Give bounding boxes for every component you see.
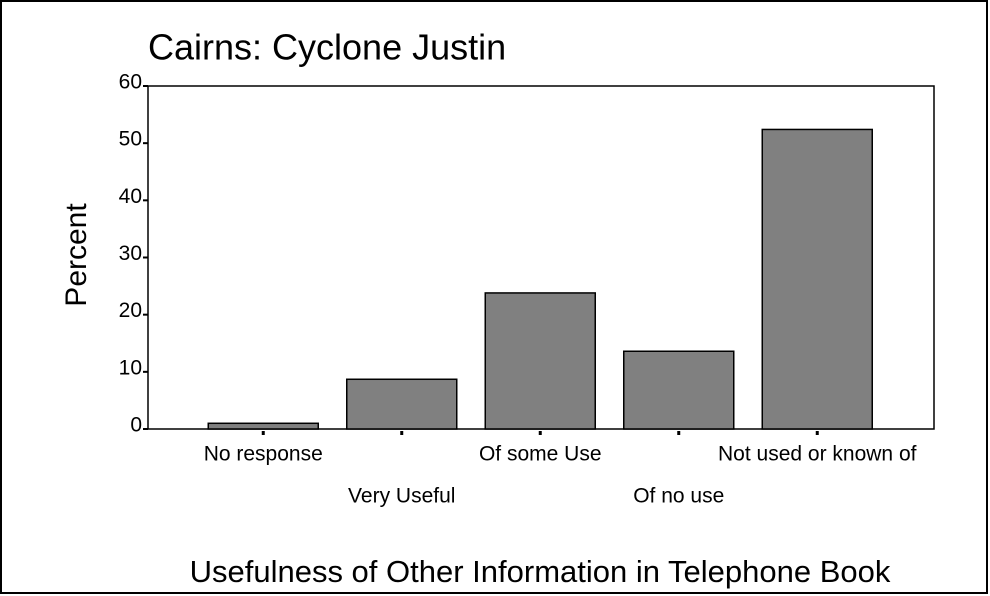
y-tick-label: 50 xyxy=(119,128,142,151)
y-tick-label: 30 xyxy=(119,242,142,265)
x-tick-label: Not used or known of xyxy=(718,443,917,466)
bar xyxy=(207,422,319,430)
bar xyxy=(346,378,458,430)
y-tick-label: 20 xyxy=(119,299,142,322)
x-tick-label: Very Useful xyxy=(348,485,455,508)
y-tick-label: 10 xyxy=(119,356,142,379)
bar xyxy=(623,350,735,430)
bar xyxy=(761,128,873,430)
y-tick-label: 0 xyxy=(130,414,142,437)
chart-title: Cairns: Cyclone Justin xyxy=(148,27,506,68)
x-tick-label: Of some Use xyxy=(479,443,602,466)
y-tick-label: 40 xyxy=(119,185,142,208)
x-tick-label: Of no use xyxy=(633,485,724,508)
x-tick-label: No response xyxy=(204,443,323,466)
y-axis-label: Percent xyxy=(60,203,93,307)
bar xyxy=(484,292,596,430)
x-axis-label: Usefulness of Other Information in Telep… xyxy=(190,554,891,589)
y-tick-label: 60 xyxy=(119,71,142,94)
